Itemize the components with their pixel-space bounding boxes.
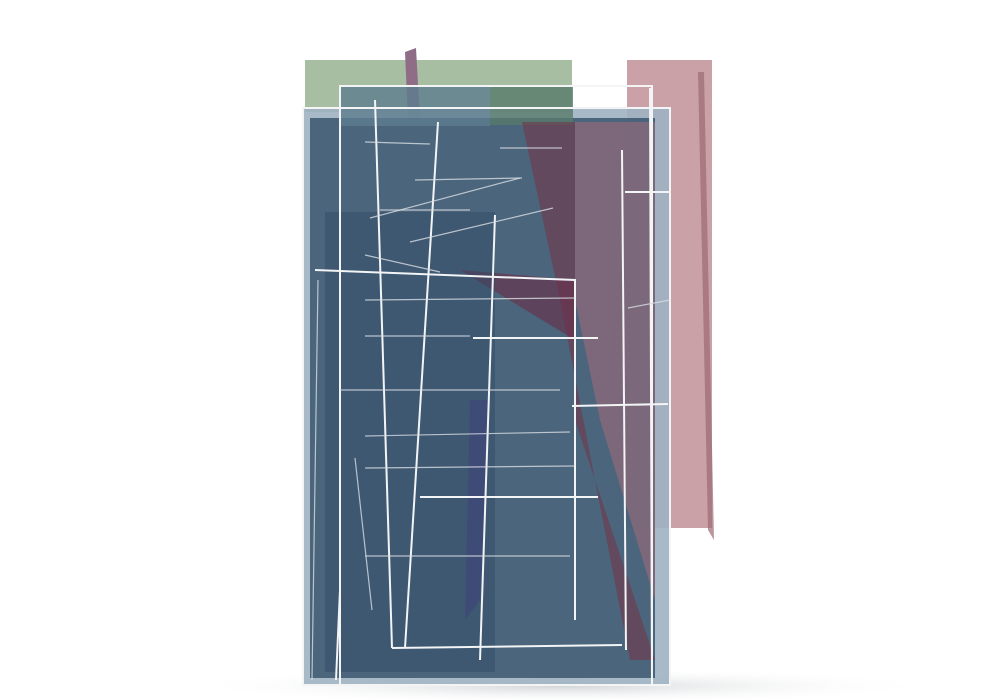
frame-line <box>621 149 627 651</box>
rod <box>364 465 576 469</box>
frame-line <box>314 269 576 620</box>
inner-panel <box>325 212 495 672</box>
frame <box>339 85 653 686</box>
rod <box>369 177 521 219</box>
sliver <box>698 72 714 540</box>
frame-line <box>391 644 623 649</box>
rod <box>627 299 671 309</box>
frame-line <box>335 589 341 681</box>
rod <box>354 457 373 611</box>
red-plane <box>522 122 655 660</box>
rod <box>364 297 576 301</box>
rod <box>409 207 554 243</box>
rod <box>311 279 319 681</box>
frame-line <box>374 99 393 649</box>
top-plane <box>340 86 490 126</box>
top-plane <box>490 86 573 125</box>
red-wedge <box>460 270 575 340</box>
violet-sliver <box>465 400 490 620</box>
rod <box>364 141 431 145</box>
rod <box>414 177 523 181</box>
mauve-plane <box>575 122 655 600</box>
rod <box>364 431 571 437</box>
rod <box>364 254 441 273</box>
frame-line <box>479 214 496 661</box>
frame-line <box>649 87 653 686</box>
